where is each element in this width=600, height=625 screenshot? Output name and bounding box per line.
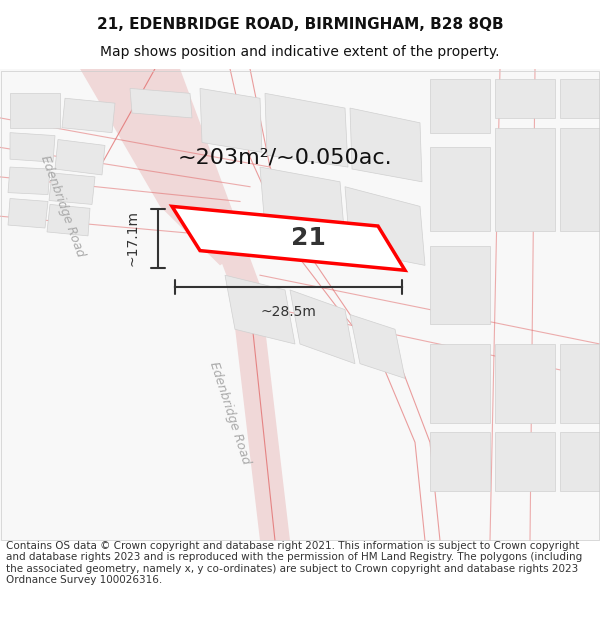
Polygon shape: [560, 79, 600, 118]
Polygon shape: [80, 69, 250, 266]
Polygon shape: [290, 290, 355, 364]
Polygon shape: [560, 127, 600, 231]
Polygon shape: [430, 344, 490, 422]
Text: ~203m²/~0.050ac.: ~203m²/~0.050ac.: [178, 148, 392, 168]
Polygon shape: [345, 187, 425, 266]
Polygon shape: [10, 132, 55, 162]
Polygon shape: [430, 432, 490, 491]
Polygon shape: [495, 432, 555, 491]
Polygon shape: [55, 139, 105, 175]
Text: 21, EDENBRIDGE ROAD, BIRMINGHAM, B28 8QB: 21, EDENBRIDGE ROAD, BIRMINGHAM, B28 8QB: [97, 17, 503, 32]
Polygon shape: [265, 93, 348, 167]
Polygon shape: [430, 246, 490, 324]
Polygon shape: [430, 79, 490, 132]
Polygon shape: [260, 167, 345, 241]
Polygon shape: [560, 432, 600, 491]
Polygon shape: [225, 275, 295, 344]
Polygon shape: [495, 344, 555, 422]
Text: Edenbridge Road: Edenbridge Road: [207, 360, 253, 466]
Polygon shape: [430, 148, 490, 231]
Polygon shape: [350, 314, 405, 378]
Polygon shape: [495, 79, 555, 118]
Text: 21: 21: [292, 226, 326, 251]
Polygon shape: [172, 206, 405, 270]
Polygon shape: [8, 167, 50, 194]
Text: Contains OS data © Crown copyright and database right 2021. This information is : Contains OS data © Crown copyright and d…: [6, 541, 582, 586]
Polygon shape: [62, 98, 115, 132]
Polygon shape: [47, 204, 90, 236]
Polygon shape: [49, 173, 95, 204]
Polygon shape: [200, 88, 262, 152]
Polygon shape: [560, 344, 600, 422]
Text: ~28.5m: ~28.5m: [260, 304, 316, 319]
Polygon shape: [8, 199, 48, 228]
Polygon shape: [150, 69, 290, 541]
Polygon shape: [10, 93, 60, 128]
Text: Map shows position and indicative extent of the property.: Map shows position and indicative extent…: [100, 45, 500, 59]
Text: ~17.1m: ~17.1m: [126, 211, 140, 266]
Polygon shape: [130, 88, 192, 118]
Text: Edenbridge Road: Edenbridge Road: [38, 154, 86, 259]
Polygon shape: [495, 127, 555, 231]
Polygon shape: [350, 108, 422, 182]
